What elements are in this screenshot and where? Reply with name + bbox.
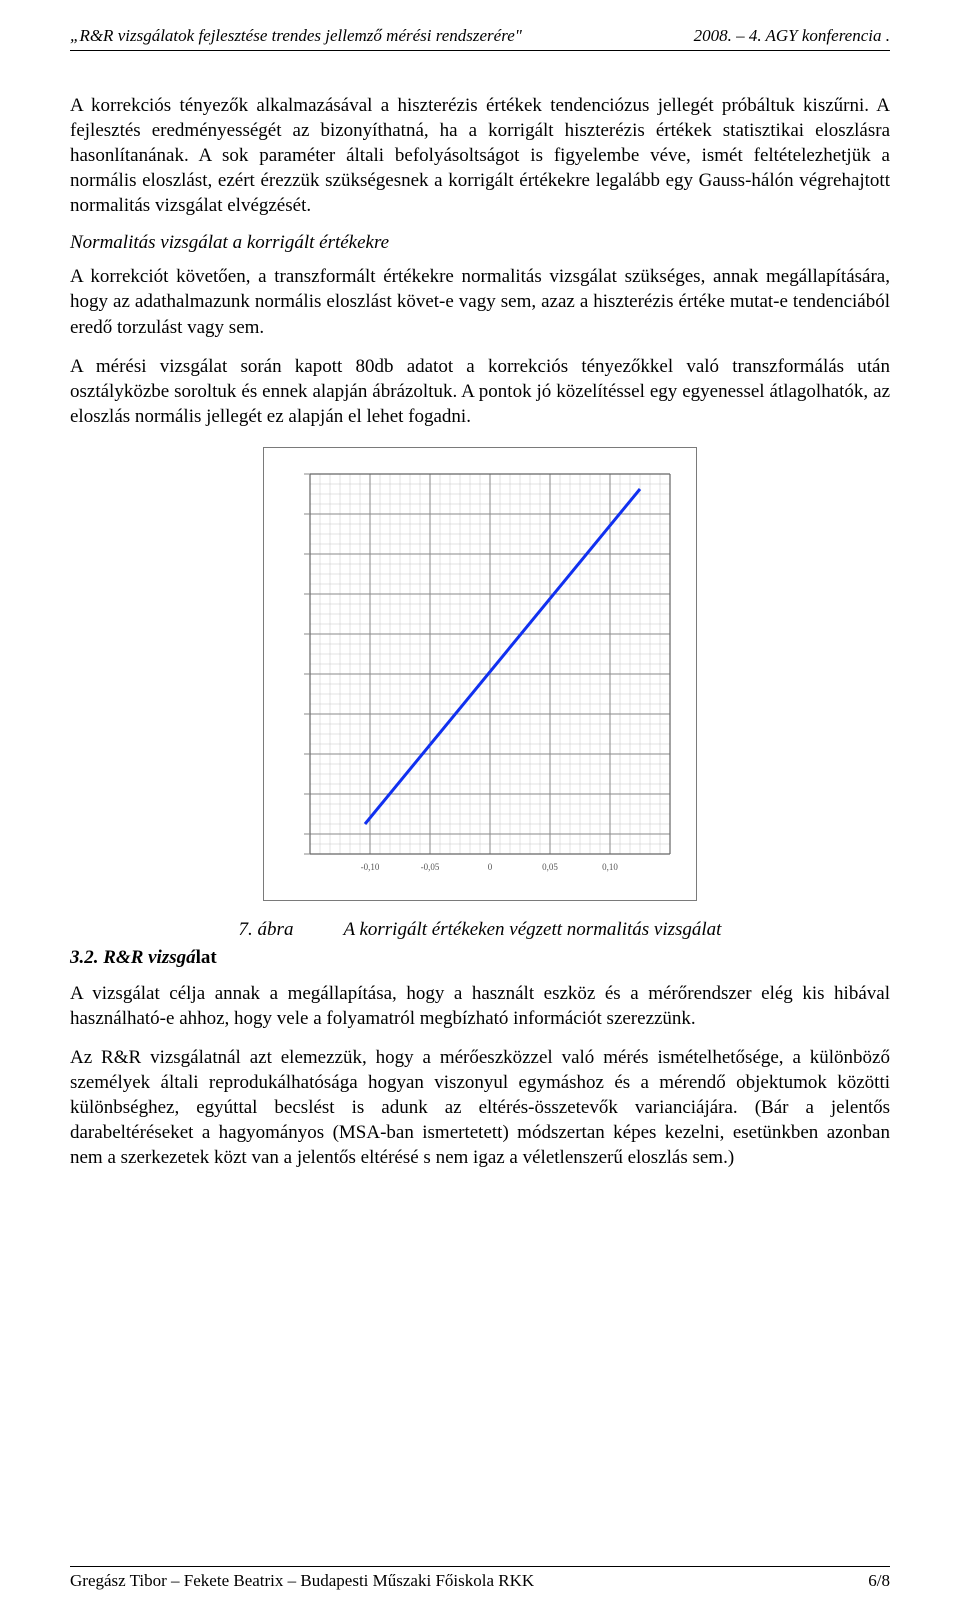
footer-rule	[70, 1566, 890, 1567]
caption-text: A korrigált értékeken végzett normalitás…	[343, 919, 721, 941]
footer-left: Gregász Tibor – Fekete Beatrix – Budapes…	[70, 1571, 534, 1591]
svg-text:-0,10: -0,10	[361, 862, 380, 872]
paragraph-3: A mérési vizsgálat során kapott 80db ada…	[70, 354, 890, 429]
page: „R&R vizsgálatok fejlesztése trendes jel…	[0, 0, 960, 1617]
svg-text:0: 0	[488, 862, 493, 872]
header-left: „R&R vizsgálatok fejlesztése trendes jel…	[70, 26, 522, 46]
caption-label: 7. ábra	[239, 919, 294, 941]
section-title-italic: R&R vizsgá	[103, 947, 195, 968]
figure-frame: -0,10 -0,05 0 0,05 0,10	[263, 447, 697, 901]
normal-probability-chart: -0,10 -0,05 0 0,05 0,10	[270, 454, 690, 894]
paragraph-2: A korrekciót követően, a transzformált é…	[70, 264, 890, 339]
page-header: „R&R vizsgálatok fejlesztése trendes jel…	[70, 26, 890, 50]
page-footer: Gregász Tibor – Fekete Beatrix – Budapes…	[70, 1566, 890, 1591]
svg-text:-0,05: -0,05	[421, 862, 440, 872]
section-title-plain: lat	[196, 947, 217, 968]
header-right: 2008. – 4. AGY konferencia .	[694, 26, 890, 46]
svg-text:0,10: 0,10	[602, 862, 618, 872]
footer-row: Gregász Tibor – Fekete Beatrix – Budapes…	[70, 1571, 890, 1591]
section-number: 3.2.	[70, 947, 103, 968]
footer-page-number: 6/8	[868, 1571, 890, 1591]
paragraph-1: A korrekciós tényezők alkalmazásával a h…	[70, 93, 890, 218]
paragraph-5: Az R&R vizsgálatnál azt elemezzük, hogy …	[70, 1045, 890, 1170]
figure-container: -0,10 -0,05 0 0,05 0,10	[70, 447, 890, 901]
paragraph-4: A vizsgálat célja annak a megállapítása,…	[70, 981, 890, 1031]
section-heading-3-2: 3.2. R&R vizsgálat	[70, 947, 890, 969]
italic-subheading: Normalitás vizsgálat a korrigált értékek…	[70, 232, 890, 254]
header-rule	[70, 50, 890, 51]
svg-text:0,05: 0,05	[542, 862, 558, 872]
figure-caption: 7. ábra A korrigált értékeken végzett no…	[70, 919, 890, 941]
